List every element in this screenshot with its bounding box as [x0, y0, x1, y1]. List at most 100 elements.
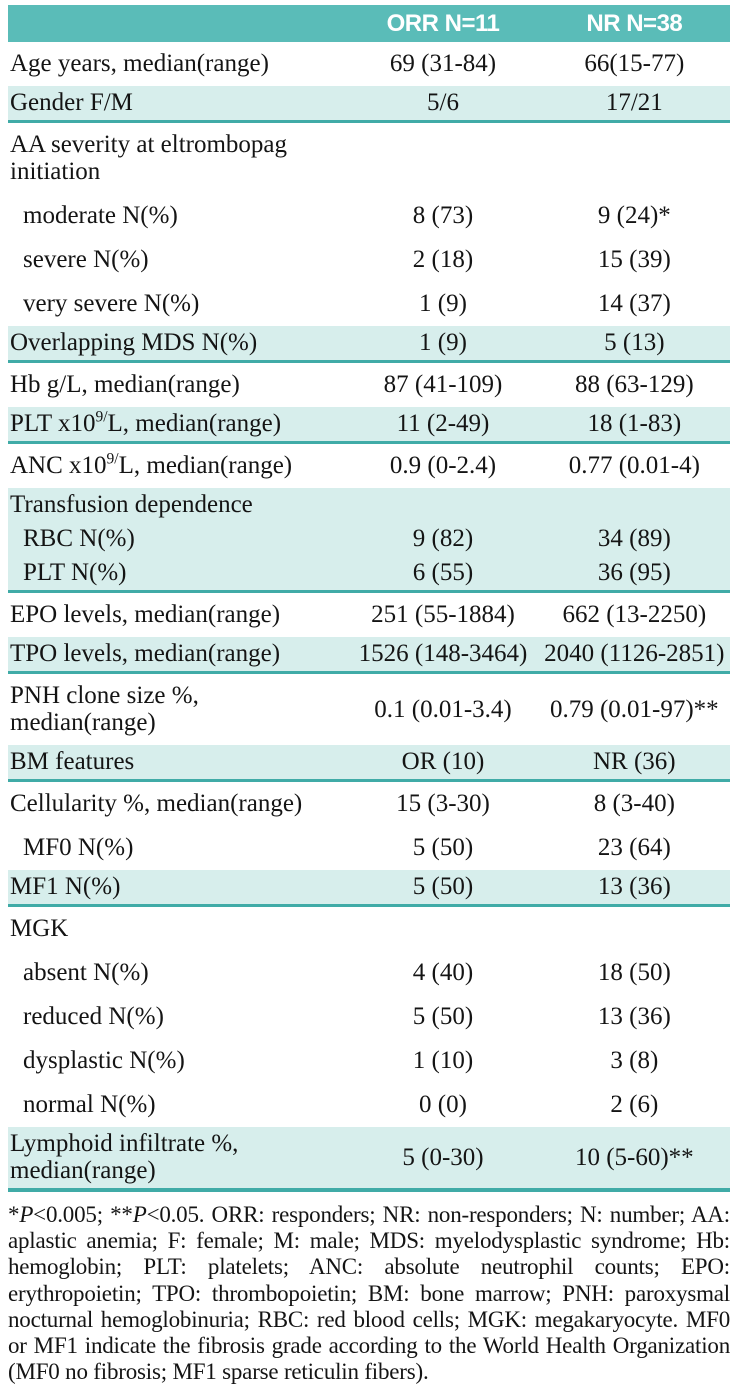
nr-value: 18 (50) [597, 959, 671, 986]
orr-value: 0.9 (0-2.4) [389, 452, 497, 479]
row-label: Age years, median(range) [10, 50, 269, 77]
table-footnote: *P<0.005; **P<0.05. ORR: responders; NR:… [8, 1202, 730, 1385]
row-label: reduced N(%) [23, 1003, 164, 1030]
row-label: MF0 N(%) [23, 834, 134, 861]
row-label: Overlapping MDS N(%) [8, 326, 348, 363]
nr-value: 15 (39) [597, 246, 671, 273]
table-row: PLT N(%) 6 (55) 36 (95) [8, 556, 730, 593]
orr-value: 87 (41-109) [383, 371, 503, 398]
nr-value: 5 (13) [538, 326, 730, 363]
nr-value: 13 (36) [597, 1003, 671, 1030]
orr-value: 8 (73) [412, 202, 474, 229]
row-label: PLT x109/L, median(range) [8, 407, 348, 444]
table-row: TPO levels, median(range) 1526 (148-3464)… [8, 637, 730, 674]
orr-value: 251 (55-1884) [371, 601, 515, 628]
table-row: absent N(%) 4 (40) 18 (50) [8, 951, 730, 995]
orr-value: 6 (55) [347, 556, 539, 593]
table-row: ANC x109/L, median(range) 0.9 (0-2.4) 0.77… [8, 443, 730, 489]
table-row: MF0 N(%) 5 (50) 23 (64) [8, 826, 730, 870]
table-row: severe N(%) 2 (18) 15 (39) [8, 238, 730, 282]
orr-value: 11 (2-49) [347, 407, 539, 444]
table-row: BM features OR (10) NR (36) [8, 745, 730, 782]
row-label: EPO levels, median(range) [10, 601, 281, 628]
table-row: RBC N(%) 9 (82) 34 (89) [8, 522, 730, 556]
orr-value: 9 (82) [347, 522, 539, 556]
row-label: very severe N(%) [23, 290, 200, 317]
orr-value: 5 (0-30) [347, 1127, 539, 1192]
row-label: dysplastic N(%) [23, 1047, 185, 1074]
table-row: MGK [8, 906, 730, 952]
orr-value: 69 (31-84) [389, 50, 497, 77]
nr-value: 2040 (1126-2851) [538, 637, 730, 674]
row-label: Hb g/L, median(range) [10, 371, 240, 398]
nr-value: 9 (24)* [597, 202, 671, 229]
orr-value: 5 (50) [347, 870, 539, 907]
nr-value: 8 (3-40) [593, 790, 675, 817]
row-label: absent N(%) [23, 959, 149, 986]
table-row: dysplastic N(%) 1 (10) 3 (8) [8, 1039, 730, 1083]
orr-value: 1 (10) [412, 1047, 474, 1074]
nr-value: 17/21 [538, 86, 730, 123]
table-body: Age years, median(range) 69 (31-84) 66(15-… [8, 42, 730, 1192]
row-label: MF1 N(%) [8, 870, 348, 907]
orr-value: 15 (3-30) [396, 790, 490, 817]
row-label: normal N(%) [23, 1091, 156, 1118]
table-row: Cellularity %, median(range) 15 (3-30) 8 (… [8, 781, 730, 827]
orr-value: 5/6 [347, 86, 539, 123]
nr-value [538, 488, 730, 522]
nr-value: 66(15-77) [584, 50, 685, 77]
column-header-orr: ORR N=11 [347, 5, 539, 42]
nr-value: 13 (36) [538, 870, 730, 907]
patient-characteristics-table: ORR N=11 NR N=38 Age years, median(range… [8, 5, 730, 1192]
orr-value: 1 (9) [419, 290, 467, 317]
column-header-empty [8, 5, 348, 42]
nr-value [539, 906, 730, 952]
table-row: PNH clone size %, median(range) 0.1 (0.01… [8, 673, 730, 746]
row-label: severe N(%) [23, 246, 149, 273]
table-row: AA severity at eltrombopag initiation [8, 122, 730, 195]
nr-value: 88 (63-129) [574, 371, 694, 398]
nr-value: 3 (8) [610, 1047, 659, 1074]
nr-value [539, 122, 730, 195]
table-row: PLT x109/L, median(range) 11 (2-49) 18 (1-… [8, 407, 730, 444]
orr-value: 5 (50) [412, 834, 474, 861]
row-label: Cellularity %, median(range) [10, 790, 303, 817]
nr-value: NR (36) [538, 745, 730, 782]
orr-value: 1526 (148-3464) [347, 637, 539, 674]
orr-value: 0.1 (0.01-3.4) [374, 695, 512, 723]
table-row: Transfusion dependence [8, 488, 730, 522]
table-row: Age years, median(range) 69 (31-84) 66(15-… [8, 42, 730, 86]
nr-value: 10 (5-60)** [538, 1127, 730, 1192]
row-label: PLT N(%) [8, 556, 348, 593]
table-row: Lymphoid infiltrate %, median(range) 5 (0… [8, 1127, 730, 1192]
nr-value: 36 (95) [538, 556, 730, 593]
row-label: Transfusion dependence [8, 488, 348, 522]
orr-value: 2 (18) [412, 246, 474, 273]
table-row: normal N(%) 0 (0) 2 (6) [8, 1083, 730, 1127]
orr-value: 4 (40) [412, 959, 474, 986]
orr-value: 0 (0) [419, 1091, 467, 1118]
row-label: moderate N(%) [23, 202, 178, 229]
table-row: Hb g/L, median(range) 87 (41-109) 88 (63-1… [8, 362, 730, 408]
nr-value: 23 (64) [597, 834, 671, 861]
row-label: MGK [10, 915, 69, 942]
nr-value: 662 (13-2250) [562, 601, 707, 628]
table-row: Overlapping MDS N(%) 1 (9) 5 (13) [8, 326, 730, 363]
orr-value [347, 122, 538, 195]
nr-value: 14 (37) [597, 290, 671, 317]
orr-value [347, 488, 539, 522]
row-label: TPO levels, median(range) [8, 637, 348, 674]
nr-value: 0.77 (0.01-4) [568, 452, 700, 479]
orr-value: 5 (50) [412, 1003, 474, 1030]
table-row: EPO levels, median(range) 251 (55-1884) 66… [8, 592, 730, 638]
nr-value: 2 (6) [610, 1091, 659, 1118]
column-header-nr: NR N=38 [538, 5, 730, 42]
orr-value [347, 906, 538, 952]
row-label: Lymphoid infiltrate %, median(range) [8, 1127, 348, 1192]
table-row: reduced N(%) 5 (50) 13 (36) [8, 995, 730, 1039]
table-header: ORR N=11 NR N=38 [8, 5, 730, 42]
row-label: BM features [8, 745, 348, 782]
nr-value: 18 (1-83) [538, 407, 730, 444]
orr-value: OR (10) [347, 745, 539, 782]
